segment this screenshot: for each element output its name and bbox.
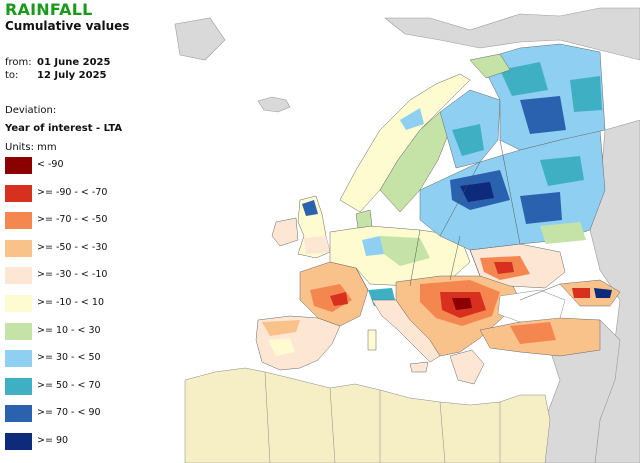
central-blue — [362, 236, 384, 256]
greenland-edge — [174, 17, 226, 61]
deviation-value: Year of interest - LTA — [5, 123, 123, 134]
legend-swatch — [5, 184, 32, 202]
iceland — [257, 96, 291, 113]
russia-wet-2 — [520, 96, 566, 134]
ukraine-dry-2 — [494, 262, 514, 274]
caucasus-wet — [594, 288, 612, 298]
legend-swatch — [5, 377, 32, 395]
russia-wet-1 — [500, 62, 548, 96]
units-label: Units: mm — [5, 142, 57, 153]
legend-label: < -90 — [37, 159, 64, 170]
caucasus-dry — [572, 288, 590, 298]
finland-wet — [452, 124, 484, 156]
legend-swatch — [5, 294, 32, 312]
legend-label: >= -50 - < -30 — [37, 241, 108, 253]
legend-swatch — [5, 432, 32, 450]
kola — [469, 53, 511, 79]
legend-label: >= 30 - < 50 — [37, 352, 101, 364]
date-to: to: 12 July 2025 — [5, 70, 107, 81]
legend-label: >= 90 — [37, 434, 69, 446]
turkey-dry — [510, 322, 556, 344]
sicily — [409, 361, 429, 373]
russia-wet-4 — [460, 182, 494, 202]
russia-wet-5 — [540, 156, 584, 186]
russia-wet-6 — [520, 192, 562, 224]
legend-label: >= -30 - < -10 — [37, 269, 108, 281]
russia-green — [540, 222, 586, 244]
legend-swatch — [5, 267, 32, 285]
date-to-label: to: — [5, 70, 19, 81]
date-from: from: 01 June 2025 — [5, 57, 110, 68]
date-from-value: 01 June 2025 — [37, 57, 111, 68]
legend-label: >= 70 - < 90 — [37, 407, 101, 419]
date-from-label: from: — [5, 57, 32, 68]
legend-label: >= 10 - < 30 — [37, 324, 101, 336]
black-sea — [497, 289, 566, 323]
legend-label: >= -10 - < 10 — [37, 296, 104, 308]
map-title: RAINFALL — [5, 0, 93, 19]
denmark — [355, 209, 373, 229]
ireland — [271, 217, 299, 247]
greece — [449, 349, 485, 385]
russia-wet-7 — [570, 76, 602, 112]
legend-panel: RAINFALL Cumulative values from: 01 June … — [0, 0, 170, 463]
legend-swatch — [5, 405, 32, 423]
legend-label: >= -90 - < -70 — [37, 186, 108, 198]
deviation-label: Deviation: — [5, 105, 57, 116]
sardinia — [367, 329, 377, 351]
arctic-land-ne — [384, 7, 640, 61]
legend-swatch — [5, 212, 32, 230]
legend-swatch — [5, 239, 32, 257]
pannonia-extreme — [452, 298, 472, 310]
legend-swatch — [5, 350, 32, 368]
legend-label: >= 50 - < 70 — [37, 379, 101, 391]
france-dry-2 — [330, 292, 348, 306]
iberia-wet — [262, 320, 300, 336]
gb-south — [304, 236, 330, 254]
africa-borders — [264, 371, 501, 463]
country-borders — [355, 139, 561, 301]
gb-wet-north — [302, 200, 318, 216]
legend-swatch — [5, 322, 32, 340]
iberia-green — [268, 338, 295, 356]
map-subtitle: Cumulative values — [5, 19, 130, 33]
norway-wet — [400, 108, 424, 130]
legend-label: >= -70 - < -50 — [37, 214, 108, 226]
north-africa — [184, 367, 551, 463]
date-to-value: 12 July 2025 — [37, 70, 107, 81]
legend-swatch — [5, 157, 32, 174]
